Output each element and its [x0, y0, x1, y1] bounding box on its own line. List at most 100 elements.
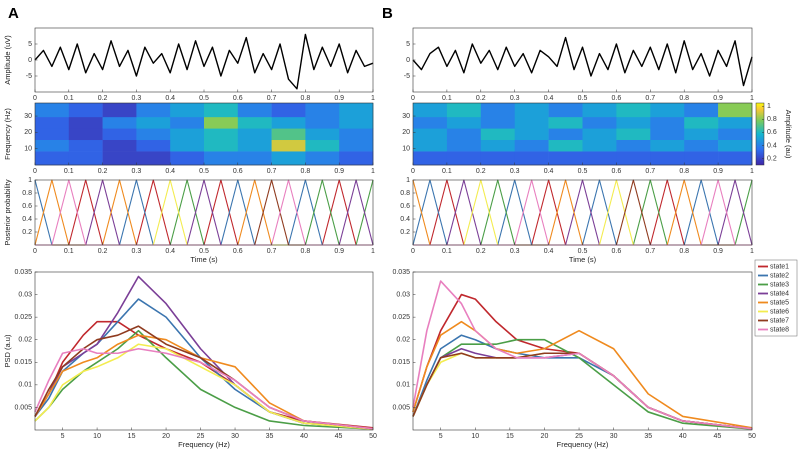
y-tick-label: 10	[402, 146, 410, 153]
x-tick-label: 0.2	[98, 168, 108, 175]
heat-cell	[718, 151, 753, 166]
heat-cell	[339, 128, 374, 141]
x-tick-label: 0	[33, 95, 37, 102]
colorbar-label: Amplitude (au)	[784, 110, 793, 159]
heat-cell	[650, 128, 685, 141]
heat-cell	[684, 128, 719, 141]
heat-cell	[718, 116, 753, 129]
heat-cell	[582, 103, 617, 118]
y-axis-label: Frequency (Hz)	[3, 108, 12, 160]
heat-cell	[339, 139, 374, 152]
x-tick-label: 0.6	[233, 168, 243, 175]
x-tick-label: 0.5	[199, 248, 209, 255]
plot-area	[35, 28, 373, 92]
heat-cell	[204, 139, 239, 152]
heat-cell	[204, 151, 239, 166]
x-tick-label: 0.1	[64, 95, 74, 102]
y-tick-label: 0.03	[396, 291, 410, 298]
x-tick-label: 0.9	[713, 168, 723, 175]
heat-cell	[616, 151, 651, 166]
heat-cell	[548, 151, 583, 166]
series-line	[412, 36, 753, 87]
y-tick-label: 0.01	[396, 382, 410, 389]
heat-cell	[237, 128, 272, 141]
heat-cell	[514, 151, 549, 166]
x-tick-label: 0.5	[578, 95, 588, 102]
x-tick-label: 0.7	[645, 248, 655, 255]
y-tick-label: 0.035	[392, 269, 410, 276]
x-tick-label: 0.3	[132, 95, 142, 102]
x-tick-label: 0	[411, 248, 415, 255]
y-tick-label: 10	[24, 146, 32, 153]
heat-cell	[136, 128, 171, 141]
x-tick-label: 1	[371, 248, 375, 255]
x-tick-label: 0.7	[645, 168, 655, 175]
legend-label: state3	[770, 281, 789, 288]
legend-label: state6	[770, 308, 789, 315]
heat-cell	[413, 116, 448, 129]
x-axis-label: Time (s)	[190, 255, 218, 264]
x-tick-label: 0	[411, 168, 415, 175]
y-tick-label: 0.015	[392, 359, 410, 366]
colorbar-tick-label: 1	[767, 103, 771, 110]
x-tick-label: 0.2	[476, 95, 486, 102]
y-tick-label: 5	[28, 41, 32, 48]
x-tick-label: 0.1	[442, 168, 452, 175]
heat-cell	[339, 116, 374, 129]
axes-frame	[412, 271, 753, 431]
y-tick-label: 0.6	[400, 203, 410, 210]
heat-cell	[35, 103, 70, 118]
heat-cell	[305, 103, 340, 118]
y-axis-label: Posterior probability	[3, 179, 12, 246]
panel-label: A	[8, 5, 19, 22]
y-tick-label: 0.02	[396, 337, 410, 344]
series-line	[34, 33, 374, 90]
heat-cell	[616, 116, 651, 129]
heat-cell	[582, 151, 617, 166]
x-tick-label: 0.6	[233, 248, 243, 255]
x-tick-label: 0.9	[334, 95, 344, 102]
x-tick-label: 0.5	[578, 248, 588, 255]
heat-cell	[136, 151, 171, 166]
y-tick-label: 0.005	[14, 404, 32, 411]
heat-cell	[68, 128, 103, 141]
heat-cell	[68, 139, 103, 152]
heat-cell	[204, 116, 239, 129]
y-tick-label: 0.8	[400, 190, 410, 197]
heat-cell	[271, 116, 306, 129]
y-tick-label: -5	[26, 73, 32, 80]
heat-cell	[446, 116, 482, 129]
y-tick-label: 0.2	[22, 229, 32, 236]
x-tick-label: 15	[506, 433, 514, 440]
heat-cell	[718, 103, 753, 118]
heat-cell	[136, 139, 171, 152]
heat-cell	[170, 103, 205, 118]
x-tick-label: 0.4	[165, 95, 175, 102]
x-tick-label: 0	[33, 248, 37, 255]
x-tick-label: 0.7	[267, 168, 277, 175]
heat-cell	[684, 103, 719, 118]
heat-cell	[548, 103, 583, 118]
heat-cell	[204, 128, 239, 141]
heat-cell	[480, 116, 515, 129]
heat-cell	[237, 139, 272, 152]
heat-cell	[413, 151, 448, 166]
x-tick-label: 0.1	[64, 168, 74, 175]
x-tick-label: 0.8	[301, 248, 311, 255]
legend-label: state8	[770, 326, 789, 333]
x-tick-label: 0.1	[442, 248, 452, 255]
heat-cell	[170, 151, 205, 166]
heat-cell	[650, 151, 685, 166]
series-line	[34, 334, 374, 430]
y-axis-label: PSD (a.u)	[3, 334, 12, 367]
x-tick-label: 1	[371, 95, 375, 102]
series-line	[412, 280, 753, 430]
series-line	[34, 329, 374, 430]
y-tick-label: 0.6	[22, 203, 32, 210]
heat-cell	[684, 151, 719, 166]
legend-label: state2	[770, 272, 789, 279]
x-tick-label: 0.3	[510, 168, 520, 175]
y-tick-label: 0.4	[400, 216, 410, 223]
x-tick-label: 0.2	[98, 95, 108, 102]
heat-cell	[650, 116, 685, 129]
